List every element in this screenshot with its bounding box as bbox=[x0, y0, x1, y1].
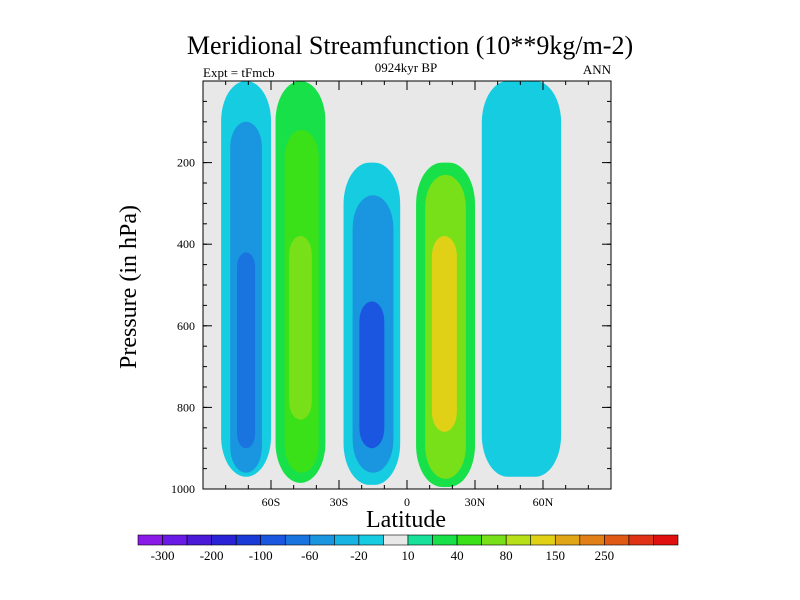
colorbar-swatch bbox=[162, 534, 188, 546]
x-tick-label: 30S bbox=[330, 495, 349, 509]
colorbar-swatch bbox=[505, 534, 532, 546]
y-tick-label: 600 bbox=[177, 319, 195, 333]
colorbar-swatch bbox=[383, 534, 409, 546]
colorbar-label: -20 bbox=[350, 548, 367, 563]
colorbar-swatch bbox=[579, 534, 605, 546]
colorbar-label: -300 bbox=[151, 548, 175, 563]
colorbar-swatch bbox=[432, 534, 458, 546]
sh-hadley-cell-center bbox=[359, 301, 385, 449]
x-tick-label: 30N bbox=[465, 495, 486, 509]
x-axis-label: Latitude bbox=[366, 507, 446, 533]
colorbar-swatch bbox=[211, 534, 237, 546]
y-tick-label: 800 bbox=[177, 400, 195, 414]
y-tick-label: 200 bbox=[177, 156, 195, 170]
colorbar-swatch bbox=[628, 534, 654, 546]
colorbar-label: 250 bbox=[595, 548, 615, 563]
contour-cells bbox=[221, 81, 602, 487]
colorbar-swatch bbox=[358, 534, 384, 546]
colorbar-swatch bbox=[137, 534, 163, 546]
colorbar-swatch bbox=[235, 534, 262, 546]
colorbar-swatch bbox=[186, 534, 212, 546]
nh-polar-cell bbox=[565, 81, 602, 420]
experiment-label: Expt = tFmcb bbox=[203, 65, 275, 80]
colorbar-swatch bbox=[530, 534, 556, 546]
colorbar-swatch bbox=[334, 534, 360, 546]
y-tick-label: 1000 bbox=[171, 482, 195, 496]
chart-subtitle: 0924kyr BP bbox=[375, 60, 437, 75]
y-tick-label: 400 bbox=[177, 237, 195, 251]
colorbar-swatch bbox=[554, 534, 581, 546]
season-label: ANN bbox=[583, 62, 612, 77]
colorbar-swatch bbox=[653, 534, 679, 546]
colorbar-swatch bbox=[407, 534, 433, 546]
colorbar-swatch bbox=[260, 534, 286, 546]
nh-midlat-cell bbox=[481, 81, 562, 477]
y-axis: 200 400 600 800 1000 bbox=[171, 100, 611, 496]
colorbar-label: -100 bbox=[249, 548, 273, 563]
x-tick-label: 60N bbox=[533, 495, 554, 509]
colorbar-label: 80 bbox=[500, 548, 513, 563]
chart-title: Meridional Streamfunction (10**9kg/m-2) bbox=[187, 31, 633, 60]
sh-ferrel-cell-center bbox=[289, 236, 312, 420]
colorbar-swatch bbox=[309, 534, 335, 546]
colorbar-label: 10 bbox=[402, 548, 415, 563]
x-tick-label: 0 bbox=[404, 495, 410, 509]
colorbar-label: 150 bbox=[546, 548, 566, 563]
colorbar-label: -60 bbox=[301, 548, 318, 563]
x-tick-label: 60S bbox=[262, 495, 281, 509]
colorbar: -300 -200 -100 -60 -20 10 40 80 150 250 bbox=[137, 534, 679, 563]
y-axis-label: Pressure (in hPa) bbox=[116, 205, 142, 369]
colorbar-swatch bbox=[604, 534, 630, 546]
x-axis: 60S 30S 0 30N 60N bbox=[225, 81, 589, 509]
colorbar-label: 40 bbox=[451, 548, 464, 563]
nh-hadley-cell-center bbox=[431, 236, 457, 432]
plot-area: 60S 30S 0 30N 60N 200 400 600 800 1000 bbox=[171, 80, 612, 509]
colorbar-swatch bbox=[284, 534, 311, 546]
colorbar-swatch bbox=[456, 534, 482, 546]
sh-outer-cell-center bbox=[237, 252, 256, 449]
colorbar-label: -200 bbox=[200, 548, 224, 563]
colorbar-swatch bbox=[481, 534, 507, 546]
